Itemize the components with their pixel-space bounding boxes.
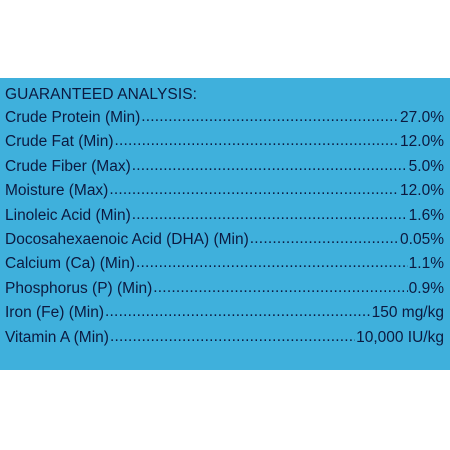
dot-leader xyxy=(109,182,399,199)
nutrient-label: Crude Fiber (Max) xyxy=(5,157,131,175)
nutrient-label: Calcium (Ca) (Min) xyxy=(5,255,136,273)
dot-leader xyxy=(250,231,399,248)
analysis-row: Crude Fiber (Max) 5.0% xyxy=(5,158,444,182)
nutrient-value: 0.9% xyxy=(408,279,444,297)
nutrient-value: 12.0% xyxy=(400,182,444,200)
dot-leader xyxy=(141,109,399,126)
nutrient-value: 1.6% xyxy=(408,206,444,224)
analysis-row: Vitamin A (Min) 10,000 IU/kg xyxy=(5,329,444,353)
nutrient-label: Crude Fat (Min) xyxy=(5,133,114,151)
nutrient-label: Iron (Fe) (Min) xyxy=(5,304,105,322)
analysis-row: Docosahexaenoic Acid (DHA) (Min) 0.05% xyxy=(5,231,444,255)
nutrient-value: 0.05% xyxy=(400,230,444,248)
analysis-row: Crude Protein (Min) 27.0% xyxy=(5,109,444,133)
nutrient-value: 12.0% xyxy=(400,133,444,151)
dot-leader xyxy=(132,207,408,224)
analysis-row: Crude Fat (Min) 12.0% xyxy=(5,133,444,157)
analysis-row: Iron (Fe) (Min) 150 mg/kg xyxy=(5,304,444,328)
analysis-title: GUARANTEED ANALYSIS: xyxy=(5,86,198,103)
nutrient-value: 5.0% xyxy=(408,157,444,175)
nutrient-label: Vitamin A (Min) xyxy=(5,328,109,346)
nutrient-label: Phosphorus (P) (Min) xyxy=(5,279,153,297)
analysis-row: Moisture (Max) 12.0% xyxy=(5,182,444,206)
analysis-list: Crude Protein (Min) 27.0% Crude Fat (Min… xyxy=(5,109,444,353)
nutrient-label: Moisture (Max) xyxy=(5,182,109,200)
nutrient-value: 1.1% xyxy=(408,255,444,273)
analysis-row: Calcium (Ca) (Min) 1.1% xyxy=(5,255,444,279)
dot-leader xyxy=(153,280,407,297)
nutrient-label: Docosahexaenoic Acid (DHA) (Min) xyxy=(5,230,249,248)
nutrient-label: Crude Protein (Min) xyxy=(5,109,141,126)
analysis-row: Phosphorus (P) (Min) 0.9% xyxy=(5,280,444,304)
dot-leader xyxy=(115,133,400,150)
analysis-row: Linoleic Acid (Min) 1.6% xyxy=(5,207,444,231)
nutrient-value: 27.0% xyxy=(400,109,444,126)
guaranteed-analysis-panel: GUARANTEED ANALYSIS: Crude Protein (Min)… xyxy=(0,78,450,370)
nutrient-value: 10,000 IU/kg xyxy=(356,328,444,346)
dot-leader xyxy=(136,255,408,272)
dot-leader xyxy=(105,304,371,321)
nutrient-label: Linoleic Acid (Min) xyxy=(5,206,131,224)
dot-leader xyxy=(110,329,355,346)
dot-leader xyxy=(132,158,408,175)
nutrient-value: 150 mg/kg xyxy=(371,304,444,322)
